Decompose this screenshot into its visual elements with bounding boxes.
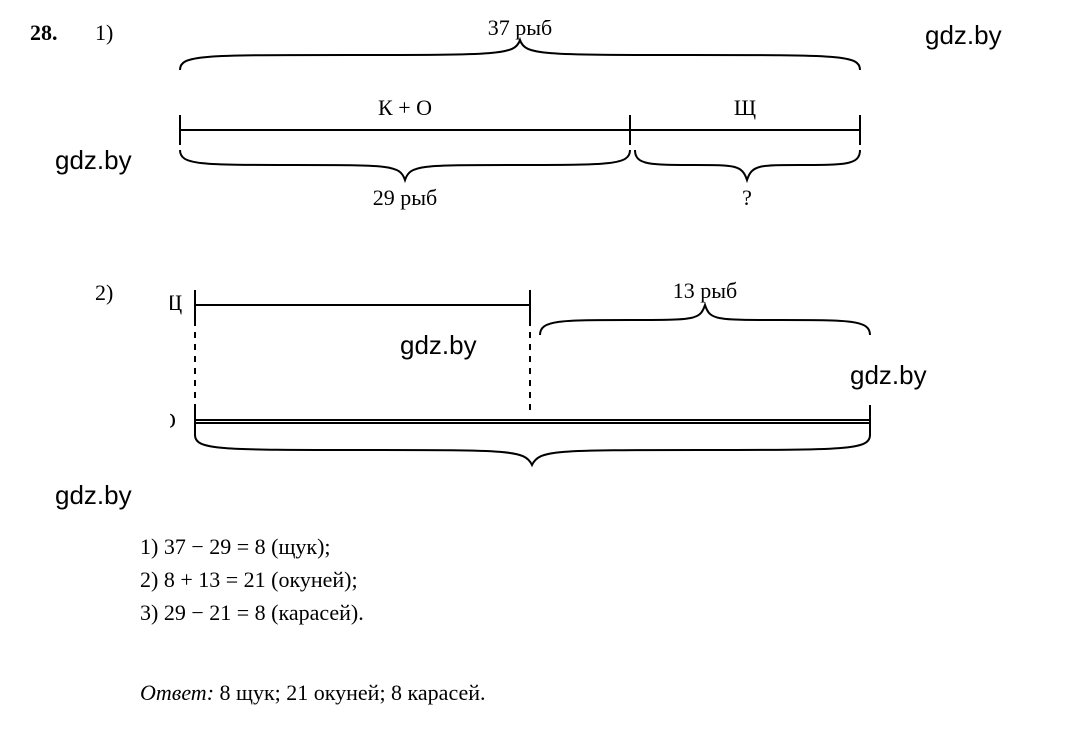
answer-text: 8 щук; 21 окуней; 8 карасей.	[214, 680, 486, 705]
watermark: gdz.by	[925, 20, 1002, 51]
problem-number: 28.	[30, 20, 58, 46]
solution-line3: 3) 29 − 21 = 8 (карасей).	[140, 596, 364, 629]
watermark: gdz.by	[400, 330, 477, 361]
part1-label: 1)	[95, 20, 113, 46]
watermark: gdz.by	[55, 145, 132, 176]
diagram1: 37 рыб К + О Щ 29 рыб ?	[170, 20, 890, 220]
d1-bottom2-label: ?	[742, 185, 752, 210]
watermark: gdz.by	[55, 480, 132, 511]
d2-right-top-label: 13 рыб	[673, 280, 737, 303]
solution-line2: 2) 8 + 13 = 21 (окуней);	[140, 563, 364, 596]
d1-seg2-label: Щ	[734, 95, 756, 120]
d2-bottom-label: ?	[527, 465, 537, 470]
d1-top-label: 37 рыб	[488, 20, 552, 40]
d1-seg1-label: К + О	[378, 95, 432, 120]
solution-line1: 1) 37 − 29 = 8 (щук);	[140, 530, 364, 563]
diagram2: Щ О 13 рыб ?	[170, 280, 890, 470]
watermark: gdz.by	[850, 360, 927, 391]
answer-line: Ответ: 8 щук; 21 окуней; 8 карасей.	[140, 680, 486, 706]
d1-bottom1-label: 29 рыб	[373, 185, 437, 210]
d2-line1-label: Щ	[170, 290, 182, 315]
d2-line2-label: О	[170, 408, 176, 433]
solution-block: 1) 37 − 29 = 8 (щук); 2) 8 + 13 = 21 (ок…	[140, 530, 364, 629]
part2-label: 2)	[95, 280, 113, 306]
answer-label: Ответ:	[140, 680, 214, 705]
